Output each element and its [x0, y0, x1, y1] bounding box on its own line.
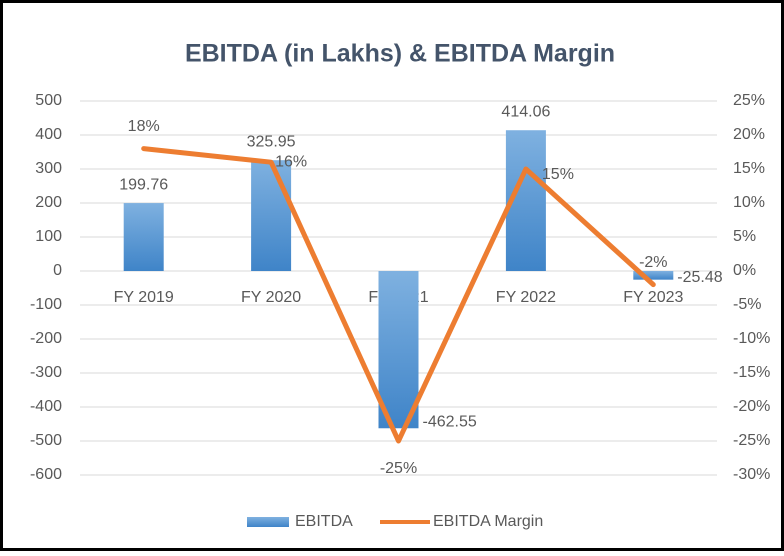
y2-tick-label: -5% — [733, 296, 761, 313]
line-label: -2% — [639, 254, 667, 271]
bar — [123, 203, 164, 271]
y2-tick-label: 20% — [733, 126, 765, 143]
y2-tick-label: -15% — [733, 364, 770, 381]
y-tick-label: 500 — [35, 92, 62, 109]
legend-label: EBITDA Margin — [433, 513, 543, 530]
y-tick-label: -100 — [30, 296, 62, 313]
y-tick-label: 100 — [35, 228, 62, 245]
x-tick-label: FY 2019 — [114, 289, 174, 306]
bar-label: -25.48 — [677, 269, 722, 286]
line-label: 18% — [128, 118, 160, 135]
y2-tick-label: 25% — [733, 92, 765, 109]
y-tick-label: 200 — [35, 194, 62, 211]
y2-tick-label: 10% — [733, 194, 765, 211]
y2-tick-label: 15% — [733, 160, 765, 177]
y2-tick-label: -30% — [733, 466, 770, 483]
chart-title: EBITDA (in Lakhs) & EBITDA Margin — [185, 40, 615, 68]
bar — [251, 160, 292, 271]
line-label: 15% — [542, 166, 574, 183]
x-tick-label: FY 2020 — [241, 289, 301, 306]
x-tick-label: FY 2023 — [623, 289, 683, 306]
y-tick-label: 400 — [35, 126, 62, 143]
bar-label: 325.95 — [247, 133, 296, 150]
y2-tick-label: -20% — [733, 398, 770, 415]
x-tick-label: FY 2022 — [496, 289, 556, 306]
y-tick-label: -300 — [30, 364, 62, 381]
y-tick-label: 0 — [53, 262, 62, 279]
y-tick-label: 300 — [35, 160, 62, 177]
y-tick-label: -600 — [30, 466, 62, 483]
line-label: -25% — [380, 460, 417, 477]
line — [141, 146, 656, 444]
y-tick-label: -400 — [30, 398, 62, 415]
y-tick-label: -500 — [30, 432, 62, 449]
line-label: 16% — [275, 153, 307, 170]
legend-swatch — [247, 517, 289, 527]
bar — [378, 271, 419, 429]
y2-tick-label: -10% — [733, 330, 770, 347]
bar-label: -462.55 — [423, 413, 477, 430]
y2-tick-label: 0% — [733, 262, 756, 279]
bar — [633, 271, 674, 280]
legend-label: EBITDA — [295, 513, 353, 530]
bar-label: 414.06 — [501, 103, 550, 120]
y2-tick-label: -25% — [733, 432, 770, 449]
bar-label: 199.76 — [119, 176, 168, 193]
y-tick-label: -200 — [30, 330, 62, 347]
y2-tick-label: 5% — [733, 228, 756, 245]
